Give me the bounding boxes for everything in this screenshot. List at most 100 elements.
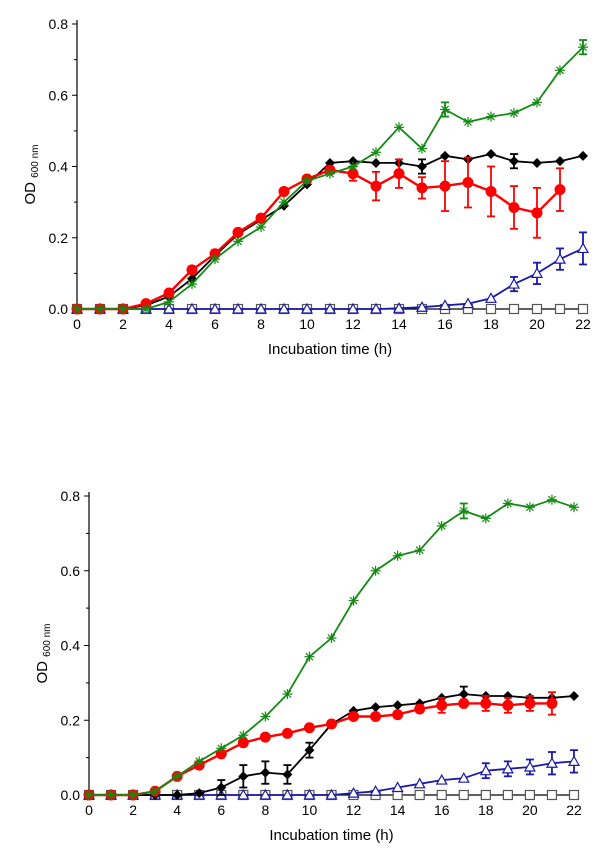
chart1-point-triangle	[325, 788, 338, 800]
chart0-point-diamond	[509, 156, 519, 167]
chart0-point-square	[531, 303, 543, 315]
chart1-x-tick-label: 2	[129, 802, 137, 818]
chart0-point-star	[279, 197, 289, 208]
chart0-point-star	[210, 254, 220, 265]
chart1-x-tick-label: 6	[217, 802, 225, 818]
chart0-x-axis-label: Incubation time (h)	[268, 341, 392, 358]
chart1-point-star	[106, 790, 117, 800]
chart0-point-triangle	[553, 252, 567, 264]
chart1-point-star	[436, 520, 447, 531]
chart0-point-circle	[278, 185, 290, 197]
chart0-y-tick-label: 0.6	[49, 87, 69, 103]
chart0-series-triangle	[70, 231, 590, 314]
chart0-x-tick-label: 14	[391, 316, 407, 332]
chart1-point-circle	[414, 703, 426, 715]
chart1-point-triangle	[391, 781, 404, 793]
chart0-point-star	[256, 222, 266, 233]
chart0-point-circle	[416, 182, 428, 194]
chart-top-svg: 0 2 4 6 8 10 12 14 16 18 20 22 0.0 0.2 0.4 0.6 0.8 Incuba…	[22, 16, 591, 358]
chart0-point-circle	[163, 287, 175, 299]
chart1-point-star	[216, 743, 227, 754]
growth-curve-chart-top: 0 2 4 6 8 10 12 14 16 18 20 22 0.0 0.2 0.4 0.6 0.8 Incuba…	[0, 0, 596, 420]
chart1-x-tick-label: 8	[261, 802, 269, 818]
chart0-y-tick-label: 0.0	[49, 301, 69, 317]
chart1-point-star	[502, 498, 513, 509]
chart0-x-tick-label: 22	[575, 316, 591, 332]
chart0-point-square	[485, 303, 497, 315]
chart1-point-square	[502, 789, 513, 801]
chart0-x-tick-label: 18	[483, 316, 499, 332]
chart0-point-circle	[370, 180, 382, 192]
chart0-point-triangle	[254, 302, 268, 314]
chart0-point-square	[508, 303, 520, 315]
chart0-point-star	[187, 279, 197, 290]
chart1-x-tick-label: 4	[173, 802, 181, 818]
chart0-x-tick-label: 16	[437, 316, 453, 332]
chart0-point-triangle	[392, 302, 406, 313]
chart1-point-square	[524, 789, 536, 801]
chart0-point-triangle	[231, 302, 245, 314]
chart1-point-triangle	[237, 788, 250, 800]
chart1-point-star	[238, 730, 249, 741]
chart1-point-circle	[237, 737, 249, 749]
chart1-point-star	[370, 565, 381, 576]
chart0-series-star	[72, 39, 588, 314]
chart0-point-star	[463, 116, 473, 127]
chart1-series-star	[84, 494, 579, 800]
chart1-line-diamond	[89, 693, 575, 796]
chart0-point-star	[394, 122, 404, 133]
chart1-point-diamond	[392, 700, 403, 711]
chart1-point-diamond	[569, 690, 579, 701]
chart0-point-circle	[531, 207, 543, 219]
chart0-point-triangle	[323, 302, 337, 314]
chart1-point-star	[172, 771, 183, 782]
chart0-point-circle	[347, 168, 359, 180]
chart1-point-square	[458, 789, 469, 801]
chart1-point-triangle	[413, 777, 426, 789]
chart0-point-circle	[462, 177, 474, 189]
chart1-point-star	[260, 711, 271, 722]
chart1-point-diamond	[304, 745, 315, 756]
chart1-point-circle	[326, 718, 337, 730]
chart1-point-star	[84, 790, 94, 800]
chart1-x-tick-label: 10	[302, 802, 318, 818]
chart1-x-tick-label: 20	[522, 802, 538, 818]
chart0-point-star	[417, 143, 427, 154]
chart0-point-triangle	[438, 299, 452, 311]
chart0-point-diamond	[440, 150, 450, 161]
chart1-point-circle	[281, 727, 293, 739]
chart0-series-circle	[71, 156, 566, 315]
chart1-point-star	[546, 494, 557, 505]
chart1-point-diamond	[172, 790, 183, 800]
chart1-point-star	[480, 513, 491, 524]
chart0-x-tick-label: 4	[165, 316, 173, 332]
chart0-point-star	[348, 161, 358, 172]
chart0-point-star	[555, 65, 565, 76]
chart1-point-triangle	[347, 786, 360, 798]
chart0-x-tick-label: 10	[299, 316, 315, 332]
chart0-point-star	[509, 108, 519, 119]
chart0-point-star	[72, 304, 82, 314]
chart1-point-diamond	[216, 782, 227, 793]
chart1-point-diamond	[458, 689, 469, 700]
chart0-y-axis-label: OD 600 nm	[22, 144, 41, 204]
chart1-y-axis-label: OD 600 nm	[34, 623, 53, 683]
chart1-point-star	[326, 633, 337, 644]
chart0-point-square	[577, 303, 589, 315]
chart0-point-triangle	[277, 302, 291, 314]
chart1-point-triangle	[303, 788, 316, 800]
chart0-y-tick-label: 0.4	[49, 159, 69, 175]
chart0-point-diamond	[532, 157, 542, 168]
chart0-point-triangle	[484, 292, 498, 303]
chart0-point-diamond	[486, 149, 496, 160]
chart1-point-star	[304, 651, 315, 662]
chart0-point-triangle	[185, 302, 199, 314]
chart1-point-triangle	[259, 788, 272, 800]
chart1-point-star	[194, 756, 205, 767]
chart0-point-triangle	[576, 242, 590, 254]
chart1-point-circle	[259, 731, 271, 743]
chart1-point-circle	[303, 722, 315, 734]
chart1-point-star	[524, 502, 535, 513]
chart0-point-circle	[554, 184, 566, 196]
chart1-point-diamond	[282, 769, 293, 780]
